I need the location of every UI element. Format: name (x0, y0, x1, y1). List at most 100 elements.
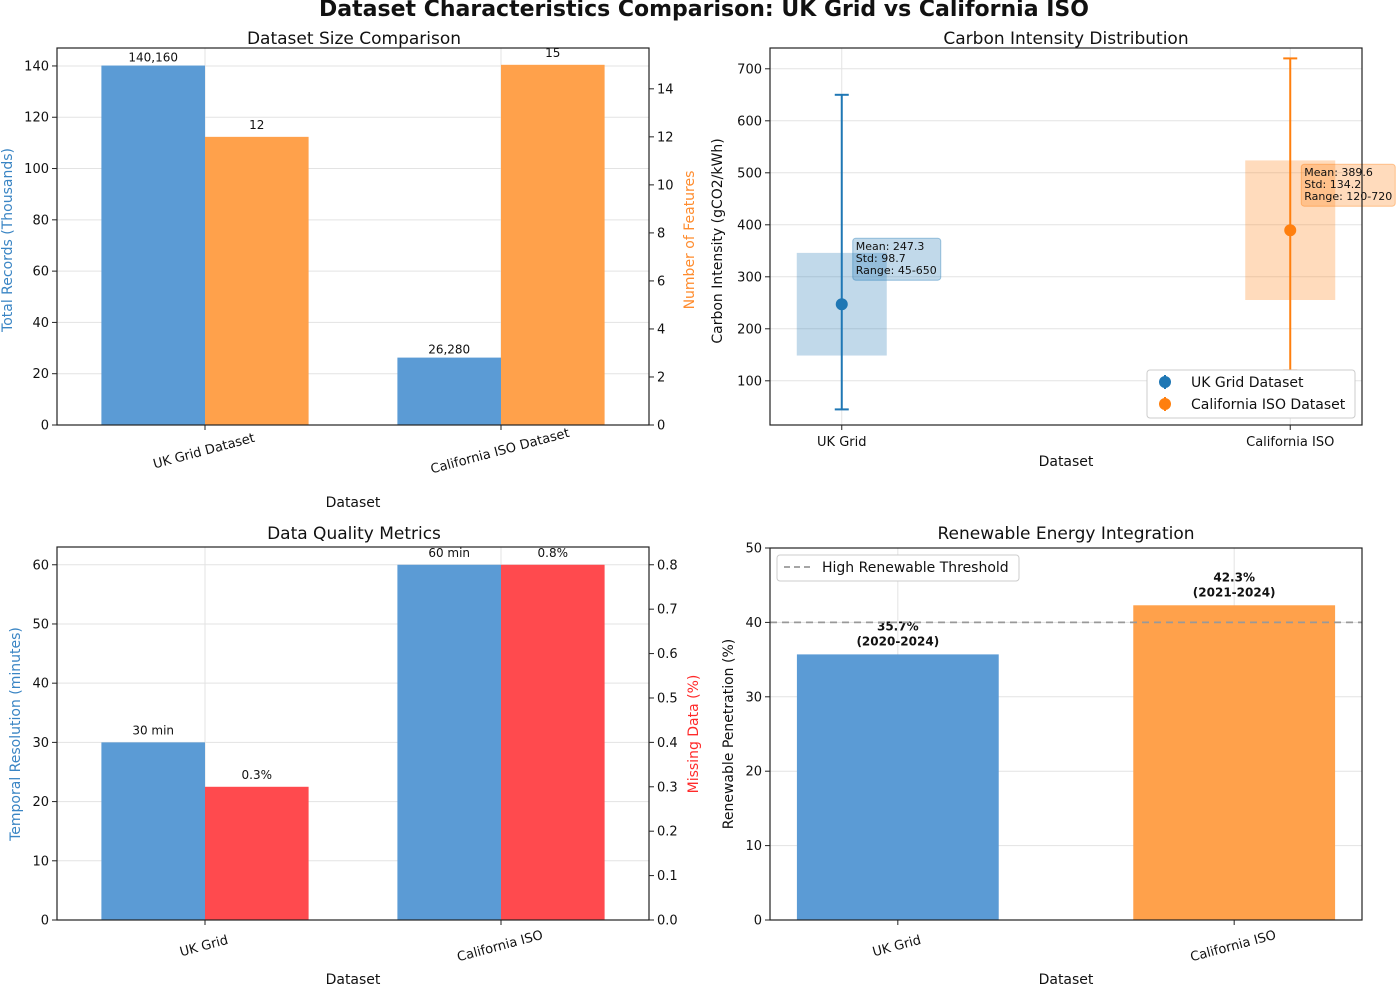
right-axis-tick-label: 0.8 (657, 558, 678, 573)
right-axis-tick-label: 2 (657, 370, 665, 385)
x-axis-tick-label: California ISO Dataset (429, 426, 571, 478)
y-axis-label-right: Missing Data (%) (686, 675, 702, 794)
plot-frame (56, 546, 650, 921)
left-axis-tick-label: 50 (32, 617, 49, 632)
stats-annotation-box (852, 237, 942, 281)
left-axis-tick-label: 140 (24, 59, 49, 74)
plot-frame (769, 47, 1363, 426)
legend-entry-caiso: California ISO Dataset (1191, 397, 1346, 413)
left-axis-tick-label: 30 (32, 736, 49, 751)
left-axis-tick-label: 600 (737, 114, 762, 129)
stats-annotation-box (1300, 163, 1396, 207)
legend-marker-caiso (1159, 398, 1171, 410)
legend-entry-uk: UK Grid Dataset (1191, 375, 1304, 391)
bar-records (101, 65, 205, 425)
left-axis-tick-label: 50 (745, 542, 762, 557)
legend: High Renewable Threshold (776, 554, 1020, 582)
stats-annotation-line: Range: 45-650 (856, 264, 937, 277)
left-axis-tick-label: 120 (24, 111, 49, 126)
left-axis-tick-label: 60 (32, 265, 49, 280)
left-axis-tick-label: 100 (737, 374, 762, 389)
left-axis-tick-label: 20 (745, 765, 762, 780)
right-axis-tick-label: 12 (657, 130, 674, 145)
left-axis-tick-label: 500 (737, 166, 762, 181)
bar-label-features: 12 (249, 118, 264, 132)
stats-annotation-line: Mean: 389.6 (1304, 166, 1373, 179)
x-axis-label: Dataset (1039, 972, 1094, 986)
legend-marker-uk (1159, 376, 1171, 388)
y-axis-label-right: Number of Features (682, 171, 698, 310)
bar-label-records: 140,160 (128, 51, 178, 65)
left-axis-tick-label: 10 (32, 854, 49, 869)
left-axis-tick-label: 300 (737, 270, 762, 285)
panel-title: Renewable Energy Integration (937, 524, 1194, 544)
right-axis-tick-label: 14 (657, 82, 674, 97)
bar-label-records: 26,280 (428, 343, 470, 357)
right-axis-tick-label: 6 (657, 274, 665, 289)
bar-features (501, 64, 605, 426)
right-axis-tick-label: 0.5 (657, 691, 678, 706)
bar-label-missing: 0.3% (242, 768, 273, 782)
left-axis-tick-label: 40 (32, 316, 49, 331)
x-axis-tick-label: UK Grid (817, 435, 866, 450)
stats-annotation-line: Mean: 247.3 (856, 240, 925, 253)
carbon-intensity-panel: Carbon Intensity Distribution Mean: 247.… (710, 29, 1396, 470)
bar-renewable (796, 654, 999, 920)
left-axis-tick-label: 40 (745, 616, 762, 631)
y-axis-label: Carbon Intensity (gCO2/kWh) (710, 138, 726, 343)
right-axis-tick-label: 8 (657, 226, 665, 241)
x-axis-tick-label: UK Grid (178, 933, 230, 960)
right-axis-tick-label: 4 (657, 322, 665, 337)
stats-annotation-line: Std: 134.2 (1304, 178, 1361, 191)
panel-title: Data Quality Metrics (267, 524, 441, 544)
left-axis-tick-label: 400 (737, 218, 762, 233)
x-axis-tick-label: UK Grid Dataset (152, 431, 257, 473)
left-axis-tick-label: 30 (745, 690, 762, 705)
bar-missing (205, 786, 309, 920)
left-axis-tick-label: 60 (32, 558, 49, 573)
legend-entry-threshold: High Renewable Threshold (822, 560, 1009, 576)
left-axis-tick-label: 0 (41, 914, 49, 929)
bar-label-resolution: 30 min (132, 723, 174, 737)
bar-label-missing: 0.8% (538, 546, 569, 560)
right-axis-tick-label: 0.0 (657, 914, 678, 929)
bar-missing (501, 564, 605, 920)
x-axis-tick-label: UK Grid (871, 933, 923, 960)
panel-title: Carbon Intensity Distribution (943, 29, 1188, 49)
right-axis-tick-label: 0 (657, 419, 665, 434)
right-axis-tick-label: 0.2 (657, 825, 678, 840)
bar-label-resolution: 60 min (428, 546, 470, 560)
x-axis-label: Dataset (326, 495, 381, 511)
bar-label-features: 15 (545, 46, 560, 60)
data-quality-panel: Data Quality Metrics 30 min 0.3% 60 min 0.8… (8, 524, 702, 988)
left-axis-tick-label: 40 (32, 677, 49, 692)
legend-box (776, 554, 1020, 582)
right-axis-tick-label: 0.3 (657, 780, 678, 795)
panel-title: Dataset Size Comparison (247, 29, 461, 49)
left-axis-tick-label: 100 (24, 162, 49, 177)
x-axis-tick-label: California ISO (1189, 928, 1278, 965)
stats-annotation-line: Std: 98.7 (856, 252, 906, 265)
y-axis-label: Renewable Penetration (%) (721, 639, 737, 829)
left-axis-tick-label: 700 (737, 62, 762, 77)
bar-label-period: (2020-2024) (856, 634, 939, 648)
renewable-panel: Renewable Energy Integration 35.7%(2020-… (721, 524, 1363, 988)
left-axis-tick-label: 20 (32, 367, 49, 382)
x-axis-label: Dataset (326, 972, 381, 986)
dataset-size-panel: Dataset Size Comparison 140,160 12 26,280 1… (0, 29, 698, 511)
bar-label-period: (2021-2024) (1193, 585, 1276, 599)
x-axis-label: Dataset (1039, 454, 1094, 470)
right-axis-tick-label: 0.1 (657, 869, 678, 884)
bar-features (205, 136, 309, 425)
right-axis-tick-label: 0.6 (657, 647, 678, 662)
y-axis-label-left: Total Records (Thousands) (0, 148, 16, 333)
bar-label-percent: 42.3% (1213, 570, 1255, 584)
left-axis-tick-label: 80 (32, 213, 49, 228)
figure-title: Dataset Characteristics Comparison: UK G… (319, 0, 1089, 22)
x-axis-tick-label: California ISO (456, 928, 545, 965)
bar-records (397, 357, 501, 425)
left-axis-tick-label: 0 (754, 914, 762, 929)
stats-annotation-line: Range: 120-720 (1304, 190, 1392, 203)
bar-label-percent: 35.7% (877, 619, 919, 633)
